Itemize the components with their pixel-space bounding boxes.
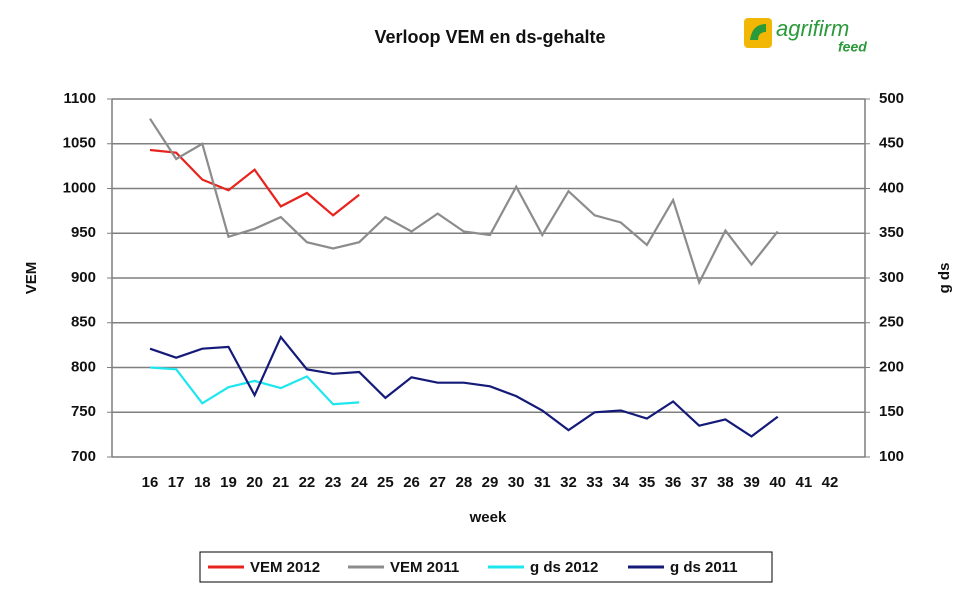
legend-label: VEM 2011 bbox=[390, 559, 459, 576]
y-axis-title: VEM bbox=[23, 262, 40, 295]
x-tick-label: 23 bbox=[325, 474, 342, 491]
x-tick-label: 21 bbox=[272, 474, 289, 491]
x-tick-label: 24 bbox=[351, 474, 368, 491]
x-tick-label: 42 bbox=[822, 474, 839, 491]
series-line bbox=[149, 118, 779, 286]
legend-box bbox=[199, 551, 773, 583]
logo-icon-leaf bbox=[750, 24, 766, 40]
x-tick-label: 34 bbox=[612, 474, 629, 491]
x-tick-label: 28 bbox=[456, 474, 473, 491]
y-tick-label: 700 bbox=[71, 448, 96, 465]
x-tick-label: 37 bbox=[691, 474, 708, 491]
x-tick-label: 19 bbox=[220, 474, 237, 491]
y2-tick-label: 350 bbox=[879, 224, 904, 241]
x-tick-label: 18 bbox=[194, 474, 211, 491]
x-tick-label: 16 bbox=[142, 474, 159, 491]
y-tick-label: 750 bbox=[71, 403, 96, 420]
y2-tick-label: 100 bbox=[879, 448, 904, 465]
x-tick-label: 29 bbox=[482, 474, 499, 491]
x-tick-label: 32 bbox=[560, 474, 577, 491]
logo-sub: feed bbox=[838, 39, 867, 55]
legend-label: g ds 2011 bbox=[670, 559, 738, 576]
y2-tick-label: 200 bbox=[879, 358, 904, 375]
y-tick-label: 850 bbox=[71, 314, 96, 331]
x-tick-label: 38 bbox=[717, 474, 734, 491]
y2-axis-title: g ds bbox=[936, 263, 953, 294]
x-tick-label: 25 bbox=[377, 474, 394, 491]
y-tick-label: 950 bbox=[71, 224, 96, 241]
x-tick-label: 35 bbox=[639, 474, 656, 491]
logo: agrifirm feed bbox=[744, 16, 867, 55]
legend-label: VEM 2012 bbox=[250, 559, 320, 576]
y2-tick-label: 150 bbox=[879, 403, 904, 420]
x-tick-label: 33 bbox=[586, 474, 603, 491]
series-line bbox=[149, 148, 360, 217]
y2-tick-label: 400 bbox=[879, 179, 904, 196]
series-line bbox=[149, 335, 779, 438]
y-tick-label: 1000 bbox=[63, 179, 96, 196]
legend-label: g ds 2012 bbox=[530, 559, 598, 576]
x-tick-label: 31 bbox=[534, 474, 551, 491]
y2-tick-label: 300 bbox=[879, 269, 904, 286]
x-tick-label: 17 bbox=[168, 474, 185, 491]
y-tick-label: 900 bbox=[71, 269, 96, 286]
series-line bbox=[149, 366, 360, 406]
x-tick-label: 36 bbox=[665, 474, 682, 491]
x-tick-label: 39 bbox=[743, 474, 760, 491]
chart-title: Verloop VEM en ds-gehalte bbox=[374, 27, 605, 47]
y-tick-label: 1050 bbox=[63, 135, 96, 152]
y2-tick-label: 450 bbox=[879, 135, 904, 152]
x-tick-label: 27 bbox=[429, 474, 446, 491]
x-axis-title: week bbox=[469, 509, 507, 526]
x-tick-label: 20 bbox=[246, 474, 263, 491]
x-tick-label: 40 bbox=[769, 474, 786, 491]
y2-tick-label: 250 bbox=[879, 314, 904, 331]
x-tick-label: 26 bbox=[403, 474, 420, 491]
y-tick-label: 1100 bbox=[63, 90, 96, 107]
x-tick-label: 22 bbox=[299, 474, 316, 491]
logo-name: agrifirm bbox=[776, 16, 849, 41]
y-tick-label: 800 bbox=[71, 358, 96, 375]
y2-tick-label: 500 bbox=[879, 90, 904, 107]
x-tick-label: 41 bbox=[796, 474, 813, 491]
x-tick-label: 30 bbox=[508, 474, 525, 491]
